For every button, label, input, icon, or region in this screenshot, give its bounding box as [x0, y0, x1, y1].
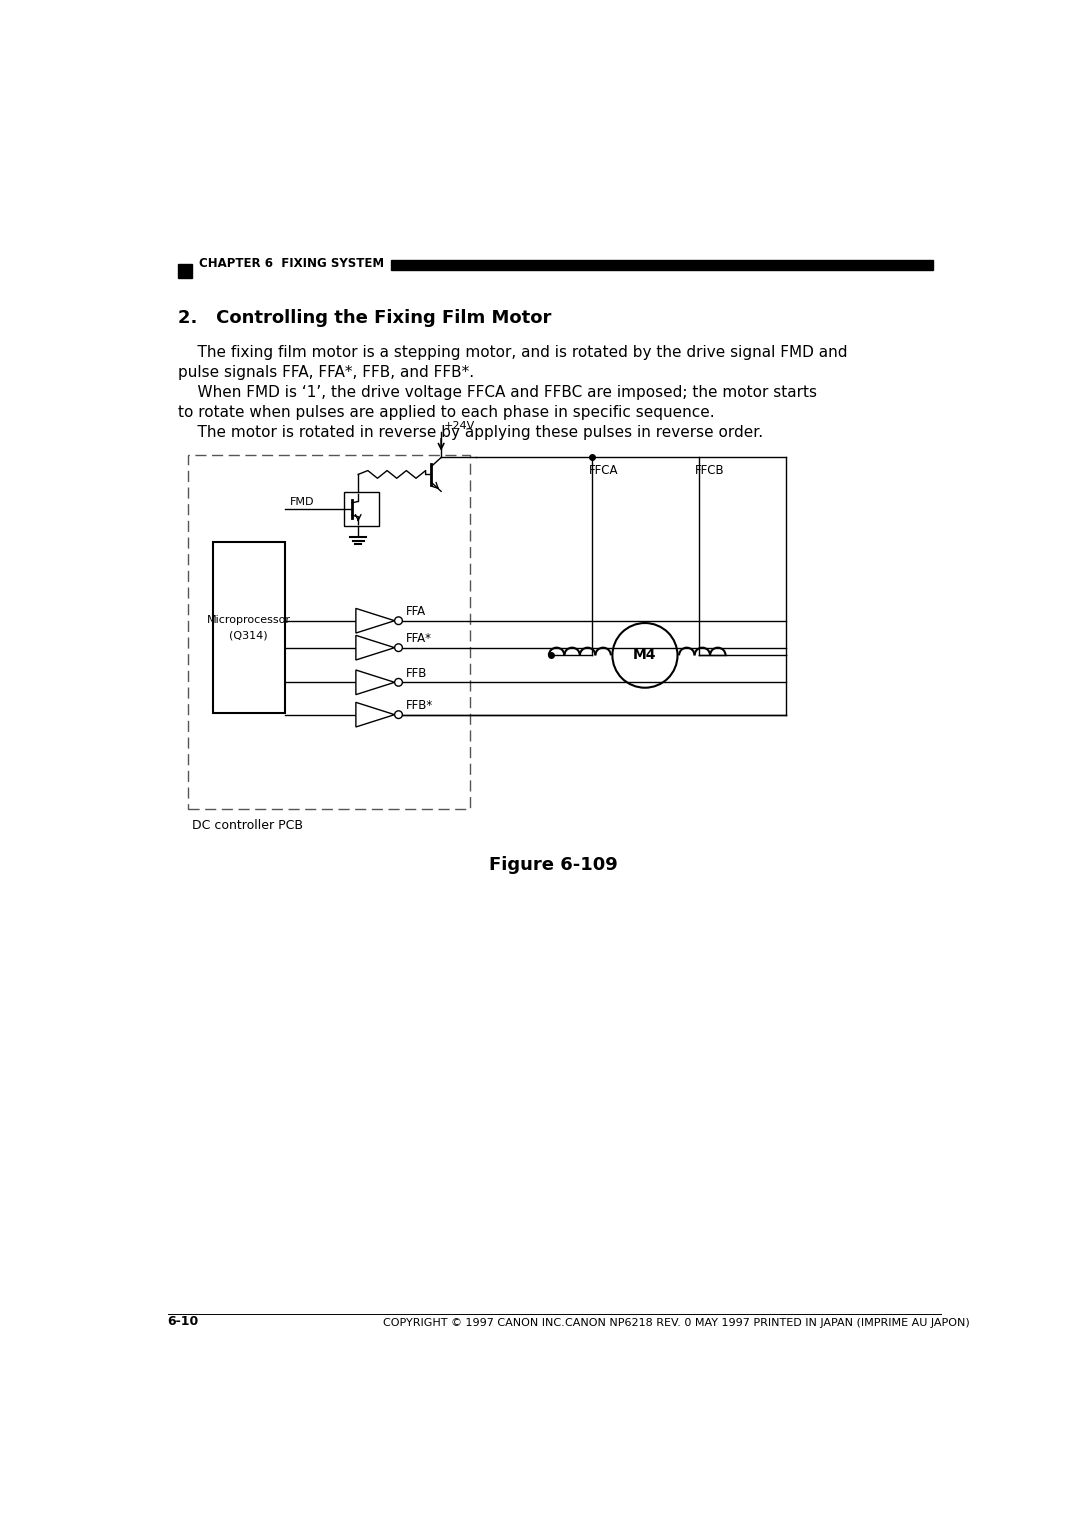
Text: FFA*: FFA*	[406, 633, 432, 645]
Text: pulse signals FFA, FFA*, FFB, and FFB*.: pulse signals FFA, FFA*, FFB, and FFB*.	[177, 365, 474, 380]
Text: 6-10: 6-10	[167, 1314, 199, 1328]
Text: The motor is rotated in reverse by applying these pulses in reverse order.: The motor is rotated in reverse by apply…	[177, 425, 762, 440]
Text: FMD: FMD	[291, 497, 314, 507]
Circle shape	[394, 711, 403, 718]
Text: FFCB: FFCB	[696, 463, 725, 477]
Text: (Q314): (Q314)	[229, 631, 268, 640]
Circle shape	[394, 678, 403, 686]
Circle shape	[394, 617, 403, 625]
Text: CHAPTER 6  FIXING SYSTEM: CHAPTER 6 FIXING SYSTEM	[199, 257, 383, 270]
Circle shape	[394, 643, 403, 651]
Text: 2.   Controlling the Fixing Film Motor: 2. Controlling the Fixing Film Motor	[177, 309, 551, 327]
Text: M4: M4	[633, 648, 657, 662]
Text: DC controller PCB: DC controller PCB	[191, 819, 302, 831]
Polygon shape	[356, 608, 394, 633]
Bar	[213, 542, 284, 714]
Text: FFA: FFA	[406, 605, 427, 619]
Text: Microprocessor: Microprocessor	[206, 614, 291, 625]
Text: FFCA: FFCA	[589, 463, 618, 477]
Text: Figure 6-109: Figure 6-109	[489, 856, 618, 874]
Text: CANON NP6218 REV. 0 MAY 1997 PRINTED IN JAPAN (IMPRIME AU JAPON): CANON NP6218 REV. 0 MAY 1997 PRINTED IN …	[565, 1317, 970, 1328]
Text: COPYRIGHT © 1997 CANON INC.: COPYRIGHT © 1997 CANON INC.	[383, 1317, 565, 1328]
Text: The fixing film motor is a stepping motor, and is rotated by the drive signal FM: The fixing film motor is a stepping moto…	[177, 345, 847, 361]
Text: FFB: FFB	[406, 668, 428, 680]
Text: When FMD is ‘1’, the drive voltage FFCA and FFBC are imposed; the motor starts: When FMD is ‘1’, the drive voltage FFCA …	[177, 385, 816, 400]
Text: +24V: +24V	[444, 420, 475, 431]
Text: FFB*: FFB*	[406, 700, 433, 712]
Circle shape	[612, 623, 677, 688]
Text: to rotate when pulses are applied to each phase in specific sequence.: to rotate when pulses are applied to eac…	[177, 405, 714, 420]
Polygon shape	[356, 636, 394, 660]
Bar	[345, 492, 379, 526]
Polygon shape	[356, 703, 394, 727]
Bar	[177, 264, 191, 278]
Polygon shape	[356, 669, 394, 695]
Bar	[391, 260, 933, 270]
